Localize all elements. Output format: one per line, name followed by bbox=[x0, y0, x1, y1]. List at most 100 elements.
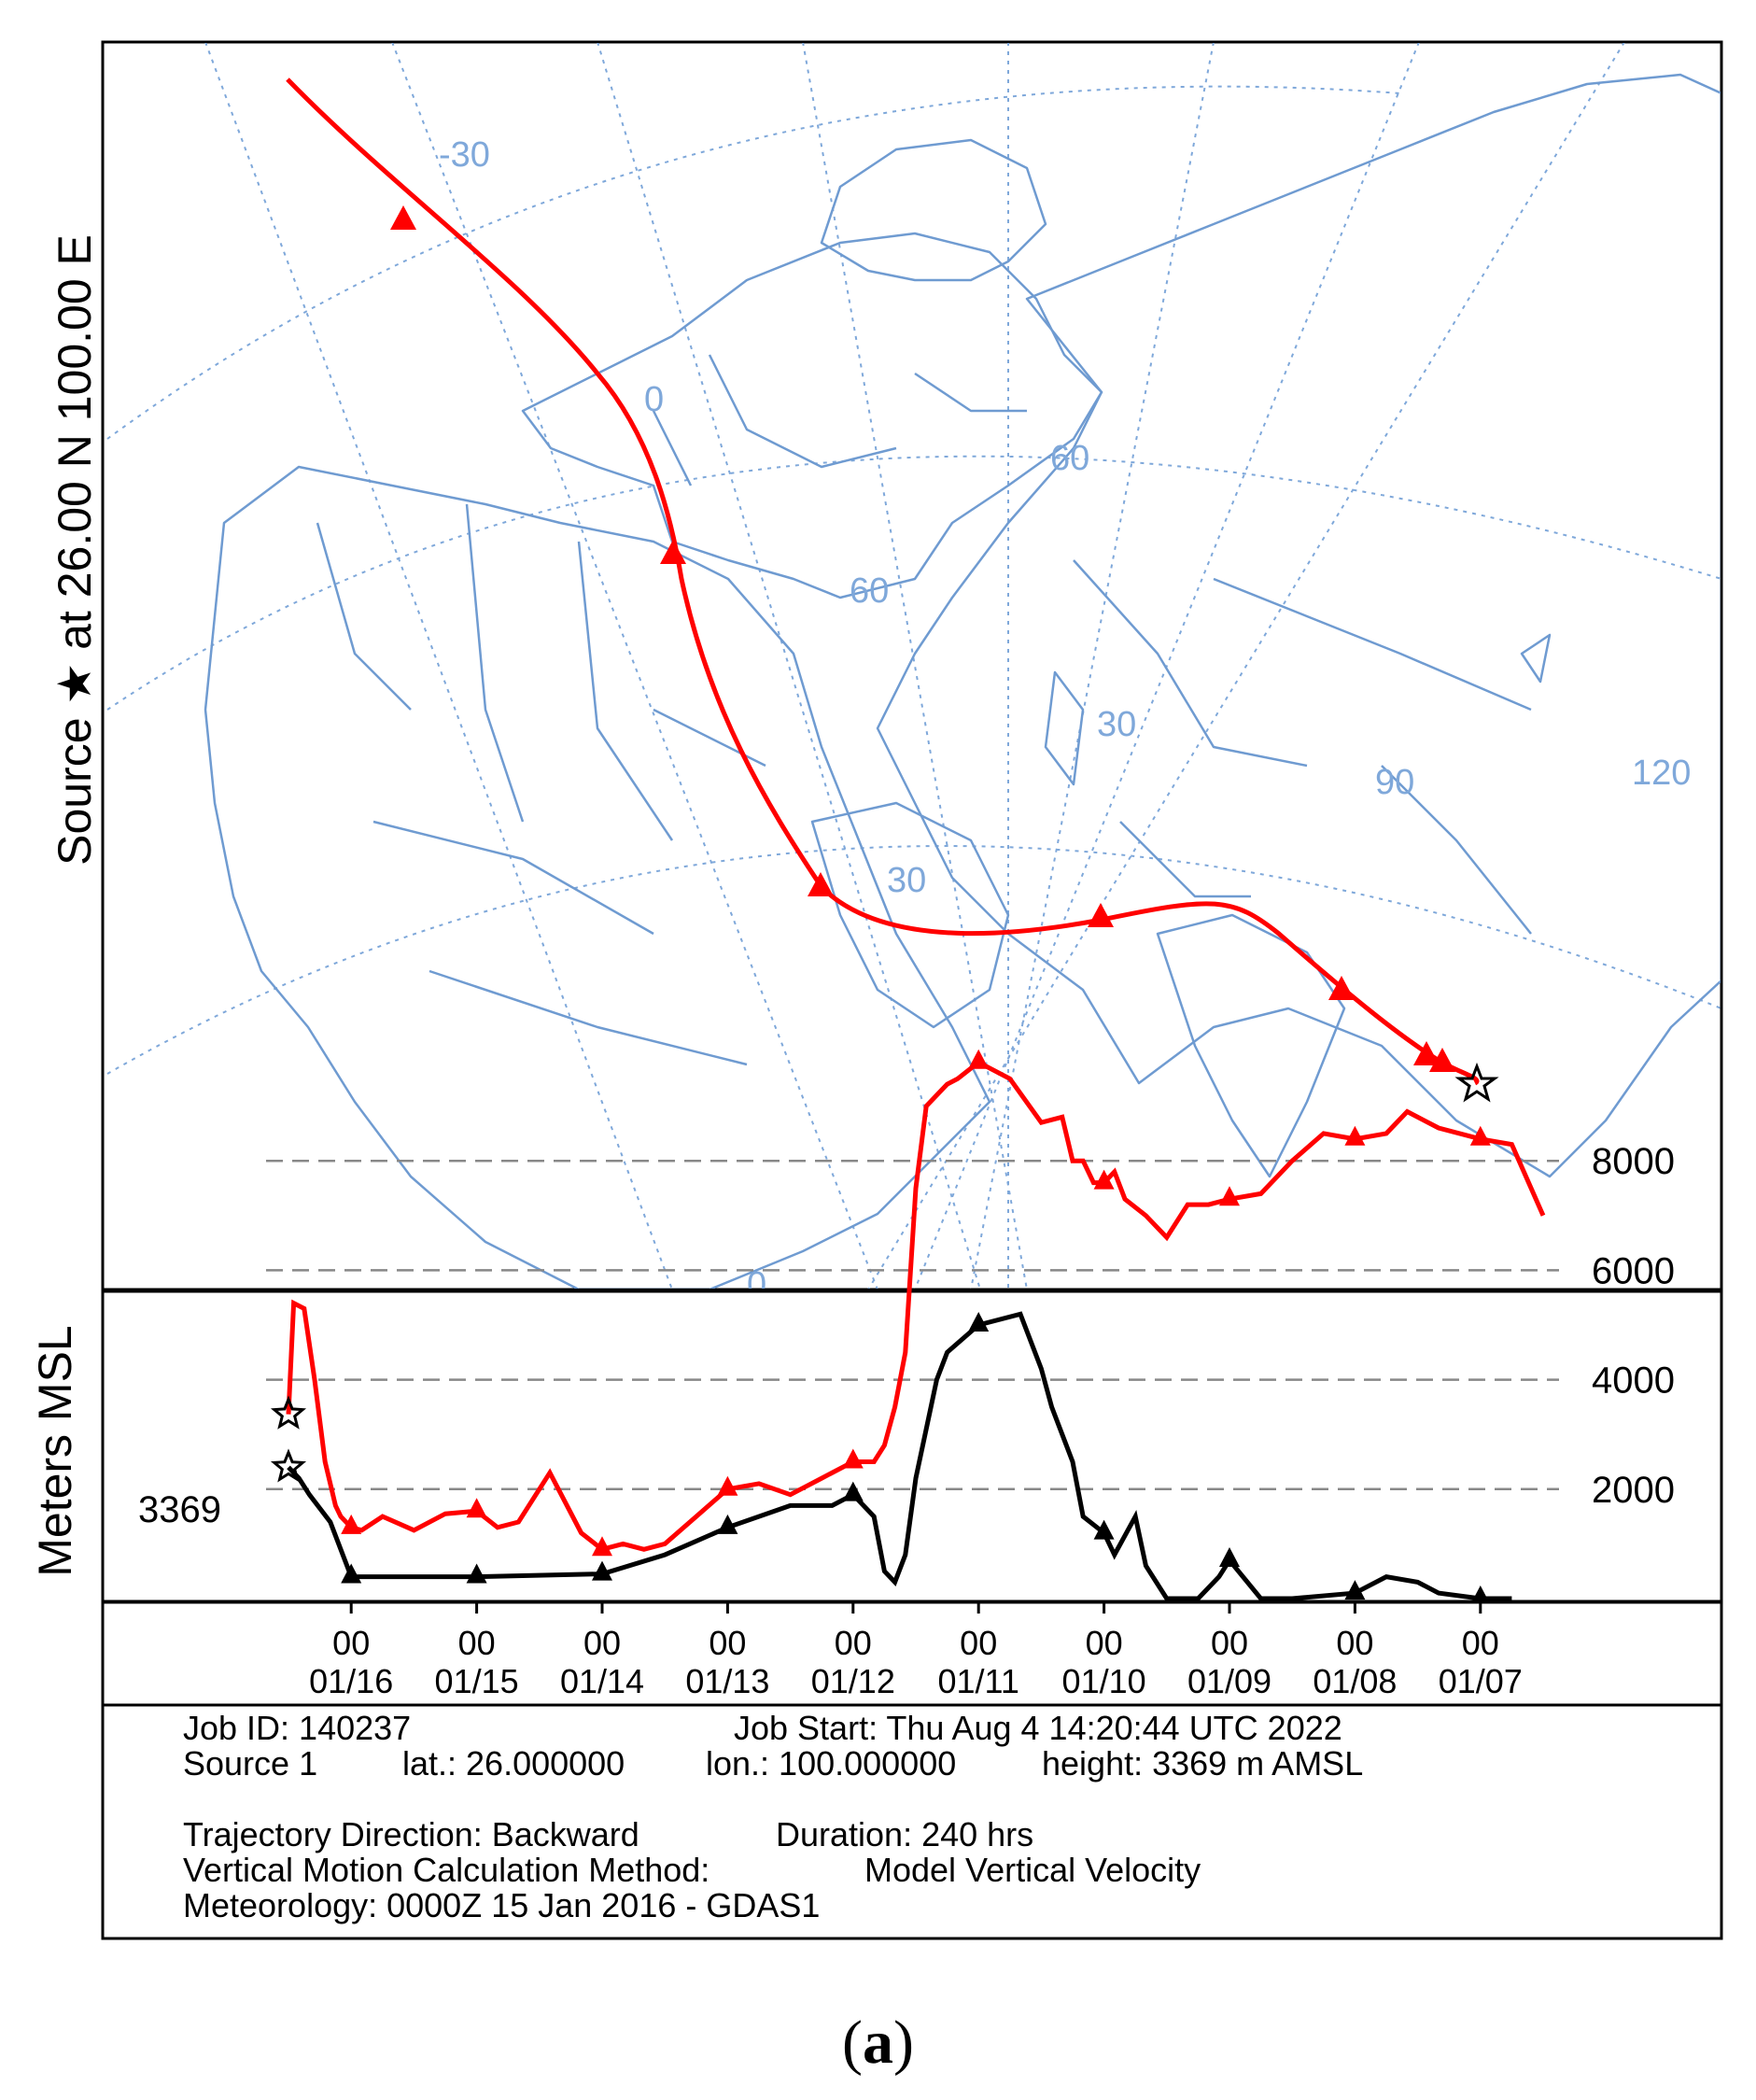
height-panel: 2000 4000 6000 8000 3369 bbox=[101, 1049, 1723, 1605]
country-borders bbox=[316, 354, 1532, 1066]
triangle-marker-icon bbox=[341, 1563, 362, 1584]
info-meteorology: Meteorology: 0000Z 15 Jan 2016 - GDAS1 bbox=[183, 1886, 821, 1924]
info-job-start: Job Start: Thu Aug 4 14:20:44 UTC 2022 bbox=[734, 1709, 1342, 1747]
triangle-marker-icon bbox=[1344, 1580, 1366, 1600]
x-tick-date: 01/14 bbox=[560, 1662, 644, 1700]
black-height-series bbox=[287, 1311, 1512, 1601]
arabia-outline bbox=[810, 801, 1010, 1029]
grid-label: 60 bbox=[1050, 439, 1089, 478]
x-tick-date: 01/15 bbox=[435, 1662, 519, 1700]
date-axis-panel: 0001/160001/150001/140001/130001/120001/… bbox=[101, 1600, 1723, 1707]
info-lon: lon.: 100.000000 bbox=[706, 1744, 957, 1783]
triangle-marker-icon bbox=[1219, 1186, 1240, 1206]
height-start-label: 3369 bbox=[138, 1489, 221, 1530]
map-side-title: Source ★ at 26.00 N 100.00 E bbox=[49, 234, 101, 866]
africa-outline bbox=[204, 465, 991, 1289]
grid-label: 30 bbox=[887, 861, 926, 900]
height-y-axis-title: Meters MSL bbox=[29, 1325, 81, 1577]
x-tick-hour: 00 bbox=[835, 1624, 872, 1662]
info-vertical-method-value: Model Vertical Velocity bbox=[864, 1851, 1201, 1889]
x-tick-hour: 00 bbox=[1462, 1624, 1499, 1662]
x-tick-date: 01/10 bbox=[1062, 1662, 1146, 1700]
triangle-marker-icon bbox=[808, 872, 834, 896]
triangle-marker-icon bbox=[1093, 1519, 1115, 1540]
triangle-marker-icon bbox=[717, 1475, 738, 1496]
y-tick-label: 6000 bbox=[1592, 1250, 1675, 1291]
graticule bbox=[106, 43, 1721, 1289]
triangle-marker-icon bbox=[660, 540, 686, 564]
triangle-marker-icon bbox=[1429, 1048, 1455, 1072]
info-panel bbox=[101, 1703, 1723, 1940]
triangle-marker-icon bbox=[842, 1481, 864, 1501]
start-stars bbox=[270, 1395, 307, 1483]
triangle-marker-icon bbox=[1328, 976, 1355, 1000]
figure-caption: (a) bbox=[0, 2008, 1756, 2079]
x-tick-hour: 00 bbox=[709, 1624, 746, 1662]
triangle-marker-icon bbox=[1344, 1125, 1366, 1146]
grid-label: 60 bbox=[850, 571, 889, 611]
lake-outline bbox=[1520, 633, 1552, 684]
info-lat: lat.: 26.000000 bbox=[402, 1744, 625, 1783]
triangle-marker-icon bbox=[341, 1514, 362, 1534]
triangle-marker-icon bbox=[1088, 903, 1114, 927]
x-tick-date: 01/16 bbox=[309, 1662, 393, 1700]
grid-label: 120 bbox=[1632, 754, 1691, 793]
height-gridlines bbox=[266, 1159, 1559, 1491]
triangle-marker-icon bbox=[1219, 1546, 1240, 1567]
info-job-id: Job ID: 140237 bbox=[183, 1709, 412, 1747]
x-tick-date: 01/12 bbox=[811, 1662, 895, 1700]
y-tick-label: 8000 bbox=[1592, 1141, 1675, 1182]
x-tick-hour: 00 bbox=[1211, 1624, 1248, 1662]
black-series-markers bbox=[341, 1312, 1491, 1605]
india-outline bbox=[1156, 913, 1346, 1178]
x-tick-hour: 00 bbox=[458, 1624, 496, 1662]
triangle-marker-icon bbox=[968, 1312, 990, 1332]
x-tick-hour: 00 bbox=[960, 1624, 997, 1662]
x-tick-hour: 00 bbox=[583, 1624, 621, 1662]
star-icon bbox=[270, 1395, 307, 1430]
triangle-marker-icon bbox=[968, 1049, 990, 1069]
x-tick-date: 01/07 bbox=[1439, 1662, 1523, 1700]
triangle-marker-icon bbox=[842, 1448, 864, 1469]
info-direction: Trajectory Direction: Backward bbox=[183, 1815, 639, 1853]
triangle-marker-icon bbox=[1093, 1169, 1115, 1190]
grid-label: 0 bbox=[644, 380, 664, 419]
trajectory-markers bbox=[390, 205, 1455, 1072]
x-tick-date: 01/13 bbox=[685, 1662, 769, 1700]
triangle-marker-icon bbox=[1413, 1041, 1440, 1065]
triangle-marker-icon bbox=[592, 1560, 612, 1581]
triangle-marker-icon bbox=[466, 1498, 487, 1518]
caspian-outline bbox=[1044, 670, 1085, 786]
date-ticks: 0001/160001/150001/140001/130001/120001/… bbox=[309, 1602, 1523, 1700]
star-icon bbox=[1454, 1062, 1499, 1103]
grid-label: 90 bbox=[1375, 763, 1414, 802]
x-tick-date: 01/09 bbox=[1187, 1662, 1271, 1700]
x-tick-hour: 00 bbox=[332, 1624, 370, 1662]
triangle-marker-icon bbox=[717, 1514, 738, 1534]
map-panel: -30 0 60 60 30 90 120 30 0 bbox=[101, 40, 1723, 1291]
triangle-marker-icon bbox=[1469, 1586, 1491, 1605]
y-tick-label: 4000 bbox=[1592, 1360, 1675, 1402]
star-icon bbox=[270, 1448, 307, 1483]
caption-open: ( bbox=[842, 2008, 863, 2077]
info-height: height: 3369 m AMSL bbox=[1042, 1744, 1364, 1783]
x-tick-date: 01/08 bbox=[1313, 1662, 1397, 1700]
x-tick-date: 01/11 bbox=[937, 1662, 1018, 1700]
triangle-marker-icon bbox=[592, 1536, 612, 1557]
scandinavia-outline bbox=[820, 138, 1047, 282]
europe-outline bbox=[521, 232, 1103, 599]
red-series-markers bbox=[341, 1049, 1491, 1557]
triangle-marker-icon bbox=[466, 1563, 487, 1584]
y-tick-label: 2000 bbox=[1592, 1470, 1675, 1511]
caption-letter: a bbox=[863, 2008, 893, 2077]
grid-label: -30 bbox=[439, 135, 490, 175]
info-vertical-method-label: Vertical Motion Calculation Method: bbox=[183, 1851, 710, 1889]
height-y-tick-labels: 2000 4000 6000 8000 bbox=[1592, 1141, 1675, 1511]
grid-label: 30 bbox=[1097, 705, 1136, 744]
land-outlines bbox=[204, 73, 1721, 1289]
asia-outline bbox=[876, 73, 1721, 1178]
x-tick-hour: 00 bbox=[1336, 1624, 1373, 1662]
info-source: Source 1 bbox=[183, 1744, 318, 1783]
triangle-marker-icon bbox=[390, 205, 416, 230]
